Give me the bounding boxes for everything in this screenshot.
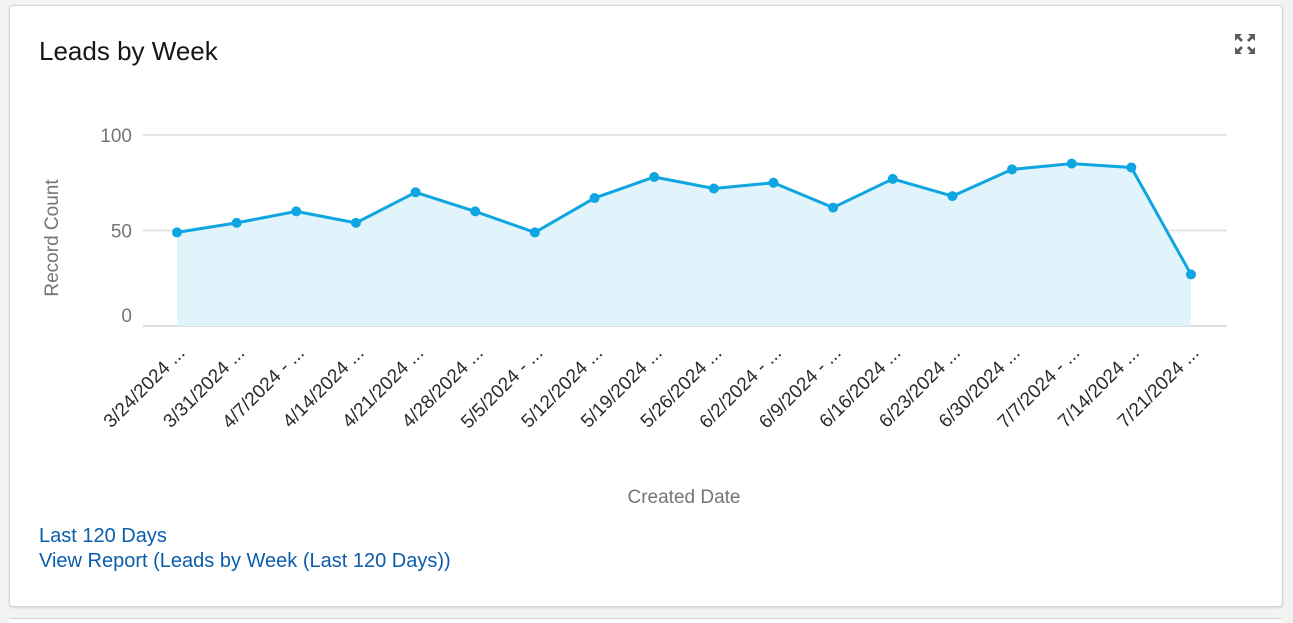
data-point[interactable] bbox=[529, 227, 540, 238]
area-fill bbox=[177, 163, 1191, 326]
card-title: Leads by Week bbox=[39, 36, 218, 66]
data-points-layer bbox=[172, 158, 1196, 280]
data-point[interactable] bbox=[231, 217, 242, 228]
data-point[interactable] bbox=[708, 183, 719, 194]
area-fill-layer bbox=[177, 163, 1191, 326]
data-point[interactable] bbox=[768, 177, 779, 188]
data-point[interactable] bbox=[947, 191, 958, 202]
data-point[interactable] bbox=[172, 227, 182, 238]
expand-arrows-icon bbox=[1235, 34, 1255, 54]
data-point[interactable] bbox=[291, 206, 302, 217]
series-line bbox=[176, 162, 1193, 276]
data-point[interactable] bbox=[828, 202, 839, 213]
data-point[interactable] bbox=[350, 217, 361, 228]
y-tick-label: 0 bbox=[121, 306, 132, 327]
data-point[interactable] bbox=[1066, 158, 1077, 169]
data-point[interactable] bbox=[410, 187, 421, 198]
y-axis-label: Record Count bbox=[42, 179, 63, 297]
data-point[interactable] bbox=[470, 206, 481, 217]
dashboard-card: Leads by Week 0 50 100 3/24/2024 ... 3/31/2… bbox=[9, 5, 1283, 607]
next-card-edge bbox=[9, 618, 1281, 623]
data-point[interactable] bbox=[649, 172, 660, 183]
y-tick-label: 50 bbox=[111, 222, 132, 243]
y-tick-labels: 0 50 100 bbox=[100, 126, 132, 327]
view-report-link[interactable]: View Report (Leads by Week (Last 120 Day… bbox=[39, 550, 451, 572]
y-tick-label: 100 bbox=[100, 126, 132, 147]
data-point[interactable] bbox=[589, 193, 600, 204]
filter-link[interactable]: Last 120 Days bbox=[39, 525, 167, 547]
data-point[interactable] bbox=[1186, 269, 1196, 280]
series-line-layer bbox=[176, 162, 1193, 276]
data-point[interactable] bbox=[887, 173, 898, 184]
chart-area: 0 50 100 3/24/2024 ... 3/31/2024 ... 4/7/202… bbox=[10, 86, 1282, 516]
x-tick-labels: 3/24/2024 ...3/31/2024 ...4/7/2024 - ...… bbox=[100, 343, 1204, 433]
expand-button[interactable] bbox=[1231, 30, 1259, 58]
data-point[interactable] bbox=[1007, 164, 1018, 175]
footer-links: Last 120 Days View Report (Leads by Week… bbox=[39, 524, 451, 574]
leads-by-week-chart: 0 50 100 3/24/2024 ...3/31/2024 ...4/7/202… bbox=[42, 126, 1227, 508]
data-point[interactable] bbox=[1126, 162, 1137, 173]
x-axis-label: Created Date bbox=[627, 487, 740, 508]
